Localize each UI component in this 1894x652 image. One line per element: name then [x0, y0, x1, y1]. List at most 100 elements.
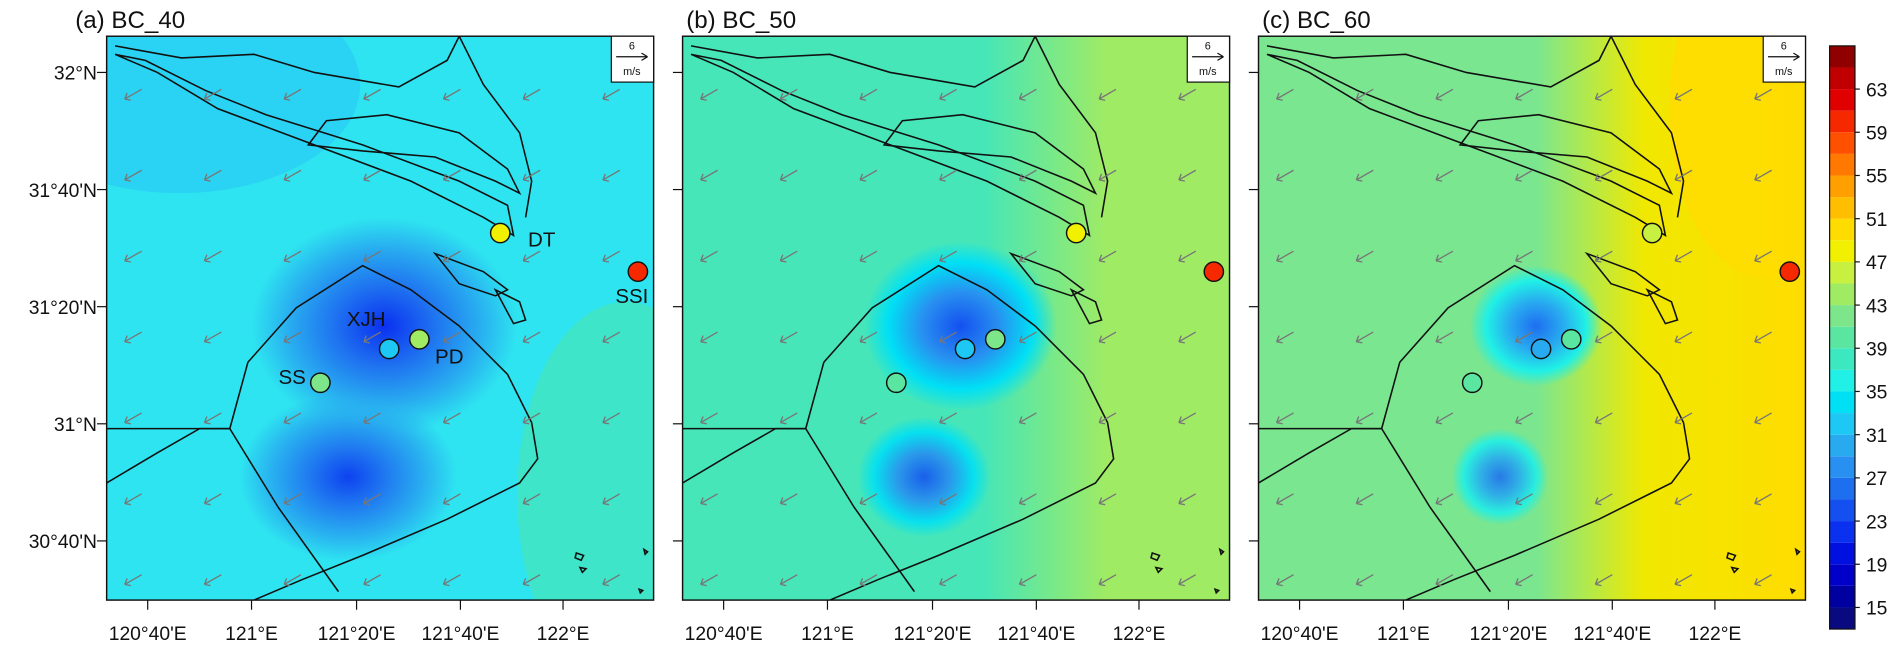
- x-tick-label: 121°E: [801, 624, 854, 645]
- colorbar-box: [1829, 585, 1855, 608]
- x-tick-label: 120°40'E: [109, 624, 187, 645]
- station: [984, 328, 1006, 350]
- wind-vector: [1435, 88, 1454, 101]
- wind-vector: [442, 331, 461, 344]
- wind-vector: [1754, 412, 1772, 425]
- wind-vector: [1754, 574, 1772, 587]
- wind-vector: [442, 169, 461, 182]
- wind-vector: [859, 88, 878, 101]
- wind-vector: [700, 412, 718, 425]
- wind-vector: [522, 412, 541, 425]
- wind-vector: [1178, 493, 1197, 506]
- colorbar-box: [1829, 153, 1855, 176]
- vector-legend-value: 6: [629, 41, 635, 53]
- colorbar-box: [1829, 413, 1855, 435]
- colorbar-box: [1829, 305, 1855, 327]
- wind-vector: [1276, 250, 1294, 263]
- panel-title: (c) BC_60: [1262, 7, 1371, 34]
- colorbar-label: 47: [1866, 253, 1887, 274]
- colorbar-box: [1829, 391, 1855, 414]
- wind-vector: [522, 331, 541, 344]
- wind-vector: [1515, 493, 1533, 506]
- colorbar-label: 27: [1866, 469, 1887, 490]
- wind-vector: [283, 574, 302, 587]
- vector-legend-arrow: [1768, 52, 1800, 61]
- station: [954, 338, 976, 360]
- y-tick-label: 30°40'N: [29, 532, 97, 553]
- field-east: [517, 301, 654, 601]
- wind-vector: [859, 493, 878, 506]
- wind-vector: [1018, 169, 1037, 182]
- wind-vector: [1098, 169, 1117, 182]
- wind-vector: [1754, 493, 1772, 506]
- wind-vector: [1276, 169, 1294, 182]
- colorbar-label: 35: [1866, 383, 1887, 404]
- wind-vector: [124, 88, 142, 101]
- colorbar-label: 31: [1866, 426, 1887, 447]
- wind-vector: [442, 412, 461, 425]
- vector-legend-unit: m/s: [623, 66, 641, 78]
- wind-vector: [1178, 88, 1197, 101]
- colorbar-box: [1829, 67, 1855, 90]
- vector-legend-value: 6: [1205, 41, 1211, 53]
- wind-vector: [939, 250, 957, 263]
- wind-vector: [283, 493, 302, 506]
- field: [106, 36, 654, 601]
- wind-vector: [700, 88, 718, 101]
- panel-frame: [105, 35, 655, 601]
- field: [1258, 36, 1806, 601]
- wind-vector: [779, 169, 798, 182]
- vector-legend-arrow: [616, 52, 648, 61]
- wind-vector: [1355, 169, 1374, 182]
- colorbar-box: [1829, 218, 1855, 241]
- wind-vector: [124, 169, 142, 182]
- wind-vector: [939, 88, 957, 101]
- wind-vector: [1276, 412, 1294, 425]
- map-panel: 6 m/s DT SSI XJH PD SS: [96, 35, 655, 610]
- wind-vector: [1098, 493, 1117, 506]
- wind-vector: [700, 331, 718, 344]
- wind-vector: [602, 412, 621, 425]
- wind-vector: [1594, 574, 1613, 587]
- colorbar-label: 19: [1866, 556, 1887, 577]
- wind-vector: [283, 88, 302, 101]
- wind-vector: [1355, 493, 1374, 506]
- colorbar-box: [1829, 477, 1855, 500]
- colorbar-box: [1829, 45, 1855, 68]
- wind-vector: [363, 493, 382, 506]
- colorbar-box: [1829, 240, 1855, 262]
- station: [1530, 338, 1552, 360]
- x-tick-label: 122°E: [1689, 624, 1742, 645]
- wind-vector: [859, 169, 878, 182]
- wind-vector: [283, 331, 302, 344]
- colorbar-box: [1829, 521, 1855, 543]
- map-panel: 6 m/s: [672, 35, 1231, 610]
- wind-vector: [859, 412, 878, 425]
- wind-vector: [1178, 250, 1197, 263]
- wind-vector: [1435, 169, 1454, 182]
- x-tick-label: 121°E: [1377, 624, 1430, 645]
- wind-vector: [939, 574, 957, 587]
- station: [1461, 372, 1483, 394]
- station: [1779, 261, 1801, 283]
- wind-vector: [203, 574, 222, 587]
- wind-vector: [1594, 331, 1613, 344]
- y-tick-label: 31°40'N: [29, 181, 97, 202]
- colorbar-label: 43: [1866, 296, 1887, 317]
- wind-vector: [1018, 88, 1037, 101]
- wind-vector: [442, 88, 461, 101]
- wind-vector: [1018, 574, 1037, 587]
- wind-vector: [203, 88, 222, 101]
- wind-vector: [124, 412, 142, 425]
- wind-vector: [1098, 574, 1117, 587]
- field-northeast: [1669, 36, 1806, 278]
- wind-vector: [283, 412, 302, 425]
- wind-vector: [779, 250, 798, 263]
- station: [1203, 261, 1225, 283]
- wind-vector: [602, 574, 621, 587]
- station: [1560, 328, 1582, 350]
- station-label: PD: [435, 345, 464, 368]
- colorbar-label: 63: [1866, 80, 1887, 101]
- panel-frame: [681, 35, 1231, 601]
- wind-vector: [1754, 169, 1772, 182]
